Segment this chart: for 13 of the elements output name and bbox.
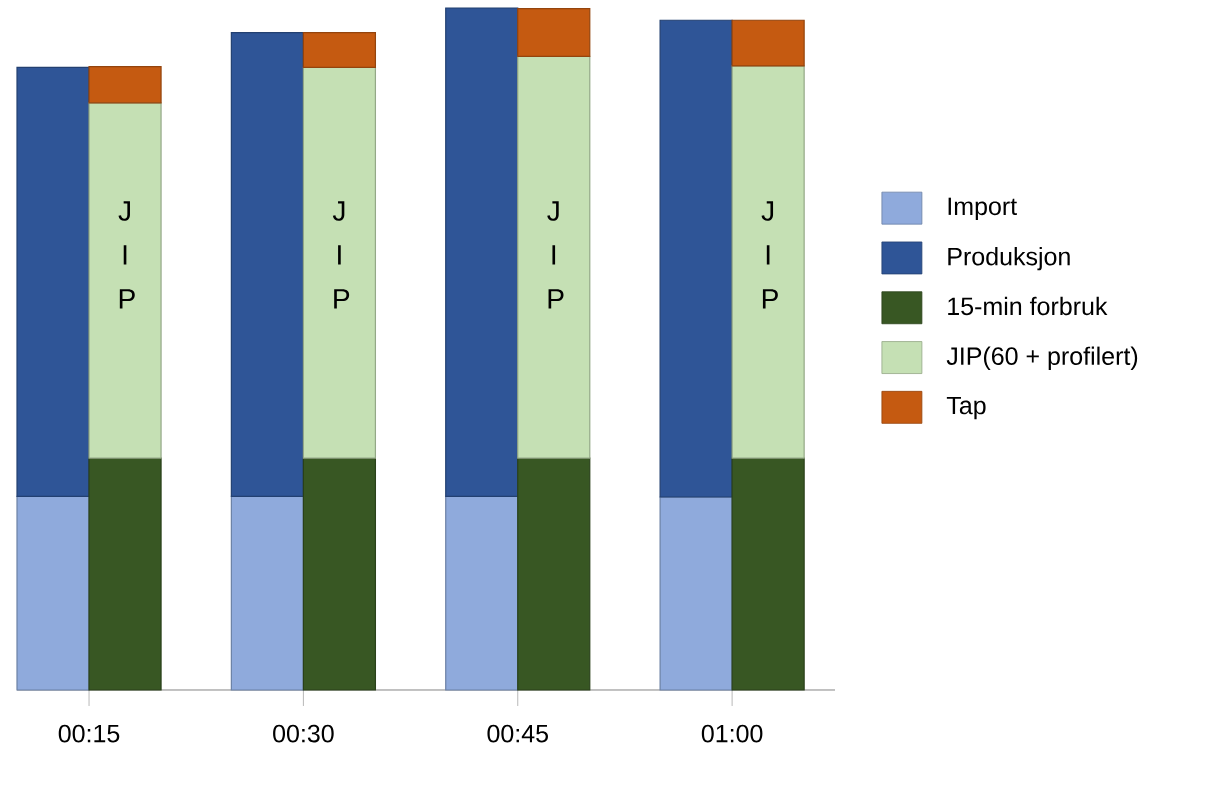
annotation: J I P [332,201,350,309]
x-tick-label: 01:00 [701,724,763,743]
annotation: J I P [118,201,135,309]
legend-label: 15-min forbruk [948,296,1108,316]
x-tick-label: 00:30 [273,724,334,743]
annotation: J I P [761,201,778,309]
legend-label: JIP(60 + profilert) [946,346,1138,370]
legend-label: Produksjon [948,247,1070,271]
legend-label: Tap [946,396,986,420]
annotation: J I P [547,201,564,309]
x-tick-label: 00:15 [58,724,120,743]
x-tick-label: 00:45 [487,724,548,743]
legend-label: Import [948,197,1017,221]
